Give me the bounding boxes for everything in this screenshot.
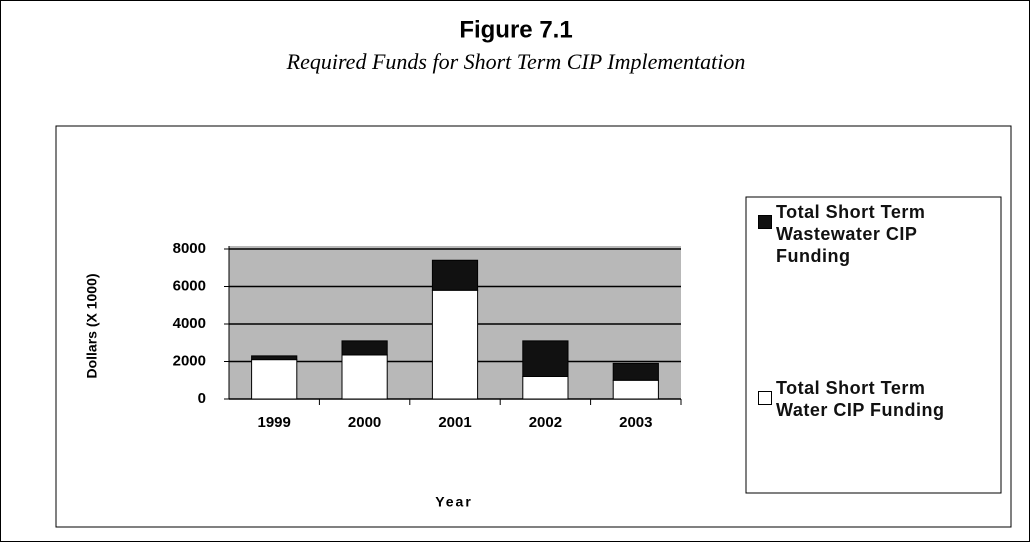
legend-label: Total Short Term Water CIP Funding bbox=[776, 378, 945, 420]
x-tick-label: 2002 bbox=[529, 414, 562, 431]
legend-swatch bbox=[758, 215, 772, 229]
x-tick-label: 1999 bbox=[258, 414, 291, 431]
x-axis-label: Year bbox=[435, 494, 473, 510]
y-axis-label: Dollars (X 1000) bbox=[84, 273, 100, 378]
chart-title: Figure 7.1 bbox=[459, 16, 572, 43]
chart-frame bbox=[55, 125, 1012, 528]
y-tick-label: 6000 bbox=[173, 277, 206, 294]
bar-segment bbox=[522, 340, 569, 377]
y-tick-label: 4000 bbox=[173, 315, 206, 332]
bar-segment bbox=[251, 359, 298, 400]
bar-segment bbox=[612, 362, 659, 381]
bar-segment bbox=[251, 355, 298, 361]
y-tick-label: 8000 bbox=[173, 240, 206, 257]
bar-segment bbox=[431, 289, 479, 400]
bar-segment bbox=[612, 379, 659, 400]
x-tick-label: 2001 bbox=[438, 414, 471, 431]
legend-label: Total Short Term Wastewater CIP Funding bbox=[776, 202, 926, 266]
bar-segment bbox=[341, 340, 388, 356]
legend-swatch bbox=[758, 391, 772, 405]
y-tick-label: 0 bbox=[198, 390, 206, 407]
chart-subtitle: Required Funds for Short Term CIP Implem… bbox=[286, 49, 746, 74]
y-tick-label: 2000 bbox=[173, 352, 206, 369]
x-tick-label: 2003 bbox=[619, 414, 652, 431]
x-tick-label: 2000 bbox=[348, 414, 381, 431]
legend-frame bbox=[745, 196, 1002, 494]
legend-item: Total Short Term Water CIP Funding bbox=[758, 377, 981, 421]
bar-segment bbox=[431, 259, 479, 291]
bar-segment bbox=[522, 376, 569, 400]
bar-segment bbox=[341, 354, 388, 400]
legend-item: Total Short Term Wastewater CIP Funding bbox=[758, 201, 981, 267]
